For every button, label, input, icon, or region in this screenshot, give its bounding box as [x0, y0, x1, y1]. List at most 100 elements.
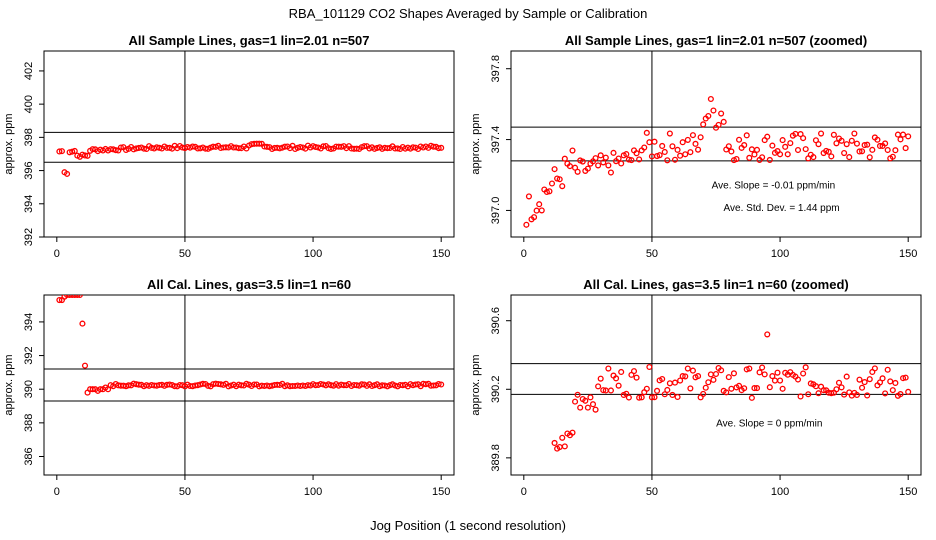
- data-point: [777, 377, 784, 384]
- x-tick-label: 100: [304, 486, 322, 498]
- data-point: [615, 382, 622, 389]
- data-point: [889, 387, 896, 394]
- data-point: [551, 166, 558, 173]
- data-point: [730, 370, 737, 377]
- data-point: [112, 147, 119, 154]
- data-point: [843, 141, 850, 148]
- data-point: [741, 142, 748, 149]
- data-point: [556, 176, 563, 183]
- data-point: [889, 153, 896, 160]
- annotation-text: Ave. Std. Dev. = 1.44 ppm: [724, 203, 840, 214]
- data-point: [736, 382, 743, 389]
- data-point: [625, 394, 632, 401]
- data-point: [830, 131, 837, 138]
- data-point: [725, 374, 732, 381]
- data-point: [835, 379, 843, 386]
- x-tick-label: 0: [54, 486, 60, 498]
- data-point: [787, 140, 794, 147]
- data-point: [607, 169, 614, 176]
- data-point: [746, 365, 753, 372]
- data-point: [582, 397, 589, 404]
- data-point: [761, 371, 768, 378]
- data-point: [733, 156, 740, 163]
- data-point: [743, 132, 750, 139]
- data-point: [753, 385, 761, 392]
- data-point: [659, 142, 666, 149]
- data-point: [876, 142, 884, 149]
- x-tick-label: 50: [179, 486, 191, 498]
- data-point: [669, 391, 676, 398]
- data-point: [894, 131, 901, 138]
- data-point: [689, 132, 696, 139]
- data-point: [409, 144, 417, 151]
- y-tick-label: 392: [23, 228, 35, 246]
- data-point: [189, 143, 196, 150]
- data-point: [638, 394, 645, 401]
- data-point: [859, 384, 866, 391]
- data-point: [651, 394, 658, 401]
- data-point: [784, 151, 791, 158]
- data-point: [135, 381, 142, 388]
- data-point: [705, 112, 712, 120]
- data-point: [802, 146, 809, 153]
- x-tick-label: 50: [646, 486, 658, 498]
- data-point: [766, 156, 773, 163]
- data-point: [666, 380, 673, 387]
- data-point: [238, 382, 245, 389]
- data-point: [664, 386, 671, 394]
- data-point: [900, 131, 907, 138]
- x-tick-label: 100: [304, 248, 322, 260]
- data-point: [710, 107, 717, 114]
- data-point: [531, 214, 538, 221]
- y-tick-label: 389.8: [490, 444, 502, 472]
- data-point: [89, 386, 96, 393]
- data-point: [204, 382, 212, 389]
- data-point: [536, 201, 543, 208]
- data-point: [851, 130, 858, 137]
- data-point: [559, 183, 566, 190]
- data-point: [592, 406, 599, 413]
- data-point: [700, 121, 707, 128]
- data-point: [820, 387, 827, 394]
- data-point: [687, 149, 694, 156]
- data-point: [671, 156, 679, 163]
- data-point: [679, 139, 686, 146]
- data-point: [707, 95, 714, 103]
- data-point: [682, 373, 689, 380]
- annotation-text: Ave. Slope = -0.01 ppm/min: [712, 181, 836, 192]
- data-point: [592, 155, 599, 162]
- panel-title: All Cal. Lines, gas=3.5 lin=1 n=60 (zoom…: [583, 277, 849, 292]
- data-point: [853, 391, 860, 398]
- plot-frame: [43, 294, 455, 476]
- data-point: [81, 362, 89, 369]
- data-point: [574, 391, 581, 398]
- data-point: [595, 383, 602, 390]
- data-point: [646, 363, 653, 371]
- data-point: [636, 156, 643, 163]
- data-point: [574, 168, 581, 175]
- x-tick-label: 150: [432, 486, 450, 498]
- data-point: [692, 140, 699, 147]
- data-point: [646, 139, 653, 146]
- data-point: [235, 145, 242, 152]
- data-point: [800, 370, 807, 377]
- data-point: [759, 364, 766, 371]
- data-point: [84, 152, 91, 159]
- plot-frame: [43, 50, 455, 238]
- x-tick-label: 100: [771, 248, 789, 260]
- data-point: [777, 151, 784, 158]
- data-point: [659, 375, 666, 383]
- y-axis-label: approx. ppm: [3, 354, 15, 415]
- data-point: [79, 320, 86, 327]
- panel-cal-lines-zoomed: All Cal. Lines, gas=3.5 lin=1 n=60 (zoom…: [470, 277, 922, 498]
- data-point: [656, 152, 663, 159]
- data-point: [546, 188, 553, 195]
- data-point: [661, 148, 668, 156]
- data-point: [697, 134, 704, 141]
- data-point: [769, 373, 776, 380]
- data-point: [695, 146, 702, 153]
- data-point: [794, 146, 802, 154]
- data-point: [741, 385, 748, 392]
- data-point: [666, 130, 673, 137]
- data-point: [648, 394, 655, 401]
